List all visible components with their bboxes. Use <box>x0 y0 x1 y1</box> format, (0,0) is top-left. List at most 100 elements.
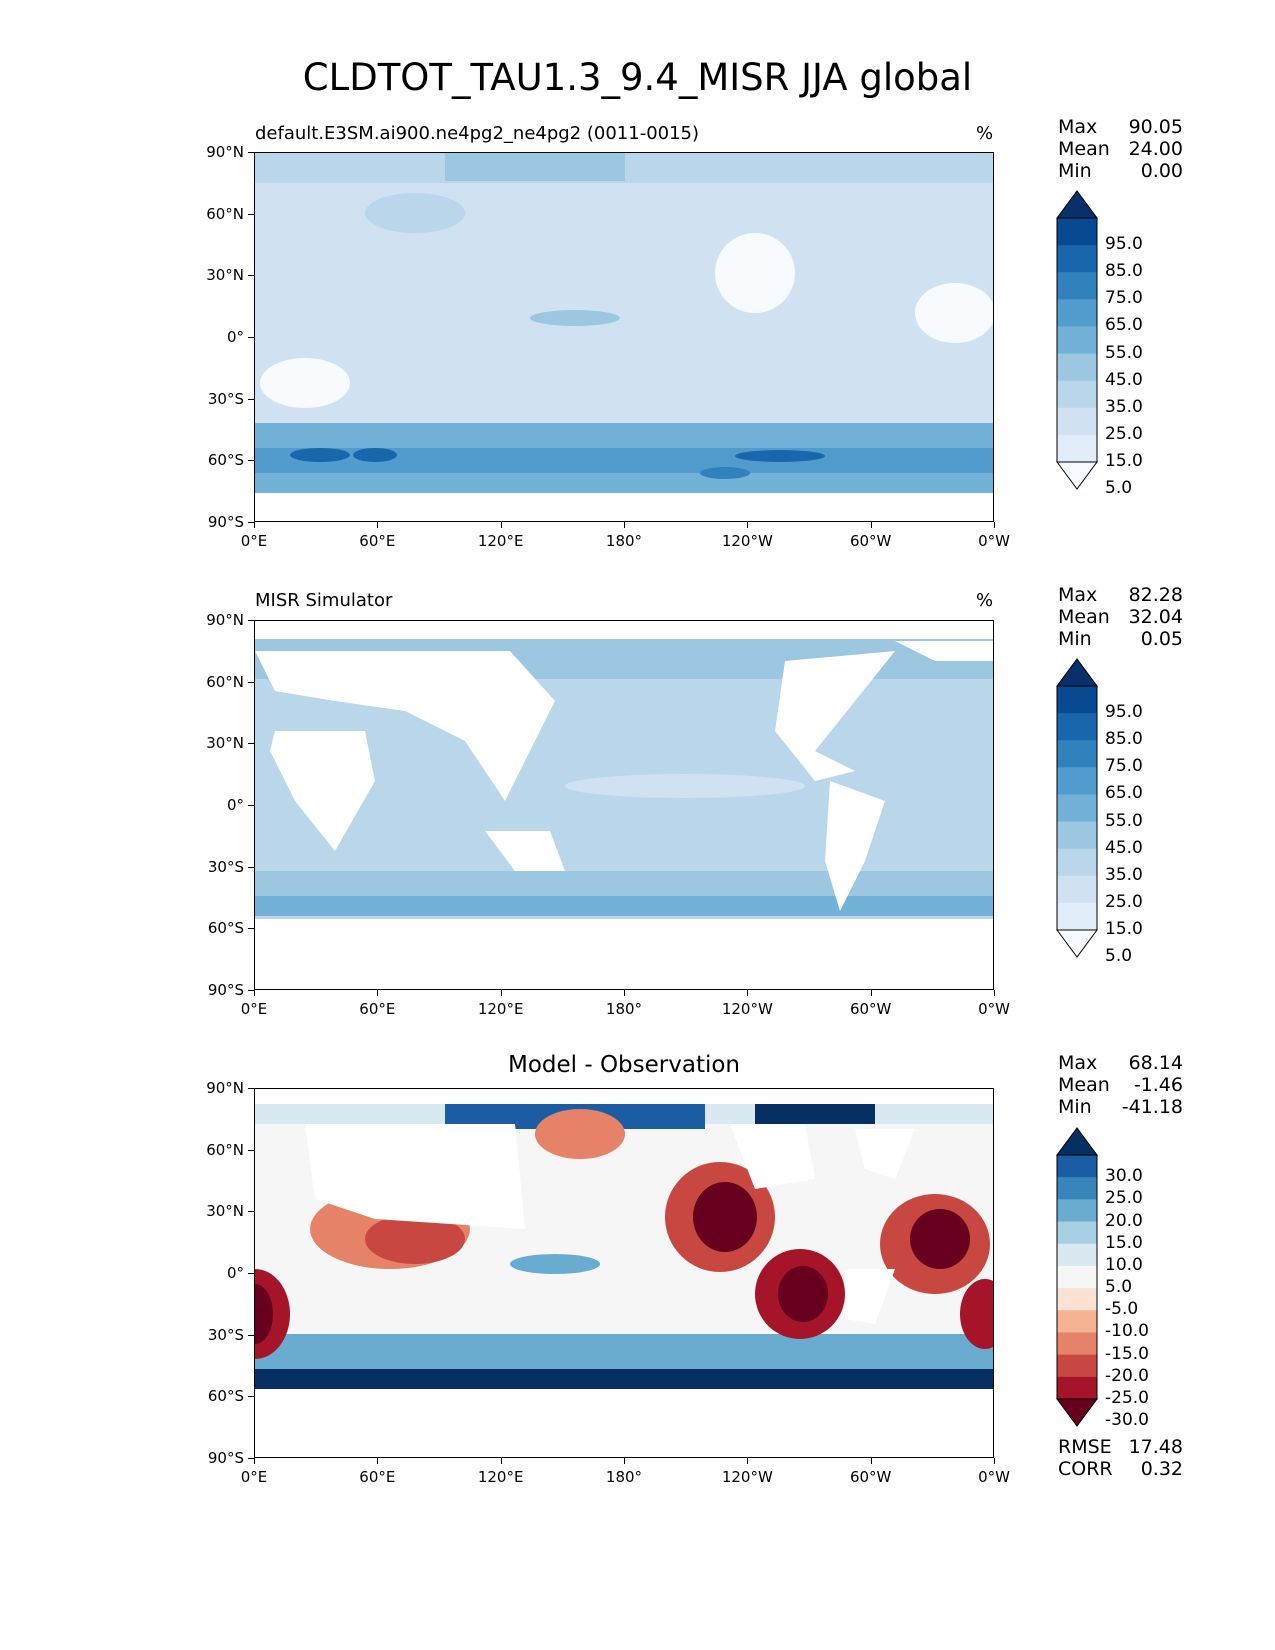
lat-tick-label: 90°N <box>206 143 244 161</box>
lon-tick <box>994 1458 995 1464</box>
panel-3-stats: Max 68.14 Mean -1.46 Min -41.18 <box>1058 1052 1183 1118</box>
lat-tick-label: 30°N <box>206 266 244 285</box>
panel-1-unit: % <box>976 123 994 144</box>
lat-tick-label: 60°N <box>206 204 244 223</box>
stat-label: Min <box>1058 628 1092 650</box>
lat-tick <box>248 620 254 621</box>
lat-tick <box>248 1088 254 1089</box>
lat-tick-label: 30°N <box>206 1202 244 1221</box>
metric-label: RMSE <box>1058 1436 1112 1458</box>
colorbar-frame <box>1056 217 1098 463</box>
lon-tick-label: 180° <box>605 1000 643 1018</box>
lon-tick <box>747 1458 749 1464</box>
lon-tick <box>254 522 255 528</box>
colorbar-extend-bottom <box>1056 461 1098 490</box>
lat-tick-label: 60°N <box>206 1140 244 1159</box>
lat-tick-label: 30°S <box>207 389 244 408</box>
colorbar-tick-label: 65.0 <box>1105 783 1143 804</box>
lon-tick <box>254 1458 255 1464</box>
lat-tick <box>248 866 254 868</box>
colorbar-tick-label: 95.0 <box>1105 702 1143 723</box>
stat-label: Max <box>1058 116 1098 138</box>
lon-tick <box>624 522 625 528</box>
colorbar-swatch <box>1057 740 1097 768</box>
colorbar-frame <box>1056 685 1098 931</box>
colorbar-tick-label: -10.0 <box>1105 1321 1149 1342</box>
colorbar-tick-label: -25.0 <box>1105 1388 1149 1408</box>
stat-label: Min <box>1058 160 1092 182</box>
panel-2-colorbar <box>1056 658 1098 958</box>
lon-tick <box>994 522 995 528</box>
stat-label: Max <box>1058 1052 1098 1074</box>
lon-tick <box>624 1458 625 1464</box>
colorbar-swatch <box>1057 1332 1097 1356</box>
lon-tick-label: 120°W <box>721 1468 773 1486</box>
colorbar-swatch <box>1057 407 1097 436</box>
lat-tick-label: 30°S <box>207 1325 244 1344</box>
colorbar-swatch <box>1057 794 1097 823</box>
colorbar-swatch <box>1057 767 1097 795</box>
stat-value: 82.28 <box>1128 584 1183 606</box>
lon-tick <box>870 990 872 996</box>
colorbar-tick-label: 45.0 <box>1105 369 1143 390</box>
panel-2-unit: % <box>976 590 994 611</box>
metric-value: 17.48 <box>1128 1436 1183 1458</box>
lon-tick <box>377 1458 379 1464</box>
colorbar-swatch <box>1057 1354 1097 1378</box>
colorbar-tick-label: 75.0 <box>1105 756 1143 777</box>
colorbar-tick-label: -20.0 <box>1105 1365 1149 1386</box>
colorbar-extend-bottom <box>1056 929 1098 958</box>
lon-tick-label: 120°W <box>721 532 773 550</box>
lat-tick-label: 90°S <box>207 981 244 999</box>
colorbar-tick-label: 45.0 <box>1105 837 1143 858</box>
lon-tick-label: 0°E <box>240 532 268 550</box>
colorbar-extend-bottom <box>1056 1398 1098 1427</box>
stat-label: Mean <box>1058 606 1110 628</box>
colorbar-swatch <box>1057 1243 1097 1267</box>
lon-tick <box>500 1458 502 1464</box>
panel-1-map <box>254 152 994 522</box>
stat-value: 68.14 <box>1128 1052 1183 1074</box>
stat-value: 24.00 <box>1128 138 1183 160</box>
lat-tick-label: 60°S <box>207 451 244 470</box>
colorbar-swatch <box>1057 1310 1097 1333</box>
panel-2-stats: Max 82.28 Mean 32.04 Min 0.05 <box>1058 584 1183 650</box>
lat-tick-label: 90°N <box>206 611 244 629</box>
lat-tick <box>248 681 254 683</box>
lon-tick <box>994 990 995 996</box>
panel-3-title: Model - Observation <box>507 1052 741 1078</box>
lat-tick-label: 90°S <box>207 1449 244 1467</box>
colorbar-swatch <box>1057 875 1097 904</box>
colorbar-swatch <box>1057 326 1097 355</box>
colorbar-extend-top <box>1056 658 1098 687</box>
metric-value: 0.32 <box>1140 1458 1183 1480</box>
lat-tick <box>248 275 254 277</box>
lon-tick <box>747 522 749 528</box>
colorbar-swatch <box>1057 848 1097 877</box>
stat-value: 90.05 <box>1128 116 1183 138</box>
lat-tick-label: 60°S <box>207 1387 244 1406</box>
lat-tick <box>248 337 254 338</box>
colorbar-swatch <box>1057 245 1097 273</box>
colorbar-tick-label: 35.0 <box>1105 396 1143 417</box>
lon-tick-label: 120°E <box>477 1000 524 1018</box>
panel-3-contour-field <box>255 1089 993 1457</box>
lat-tick <box>248 522 254 523</box>
stat-label: Mean <box>1058 138 1110 160</box>
lat-tick <box>248 213 254 215</box>
lon-tick-label: 120°W <box>721 1000 773 1018</box>
lon-tick-label: 120°E <box>477 532 524 550</box>
lat-tick <box>248 1211 254 1213</box>
lon-tick <box>870 1458 872 1464</box>
lon-tick <box>377 990 379 996</box>
lon-tick-label: 60°W <box>849 1000 892 1018</box>
colorbar-frame <box>1056 1154 1098 1400</box>
lat-tick-label: 60°S <box>207 919 244 938</box>
colorbar-swatch <box>1057 686 1097 714</box>
lat-tick <box>248 1458 254 1459</box>
lat-tick <box>248 152 254 153</box>
colorbar-tick-label: 85.0 <box>1105 261 1143 282</box>
colorbar-tick-label: 10.0 <box>1105 1254 1143 1275</box>
lon-tick <box>377 522 379 528</box>
colorbar-extend-top <box>1056 1127 1098 1156</box>
